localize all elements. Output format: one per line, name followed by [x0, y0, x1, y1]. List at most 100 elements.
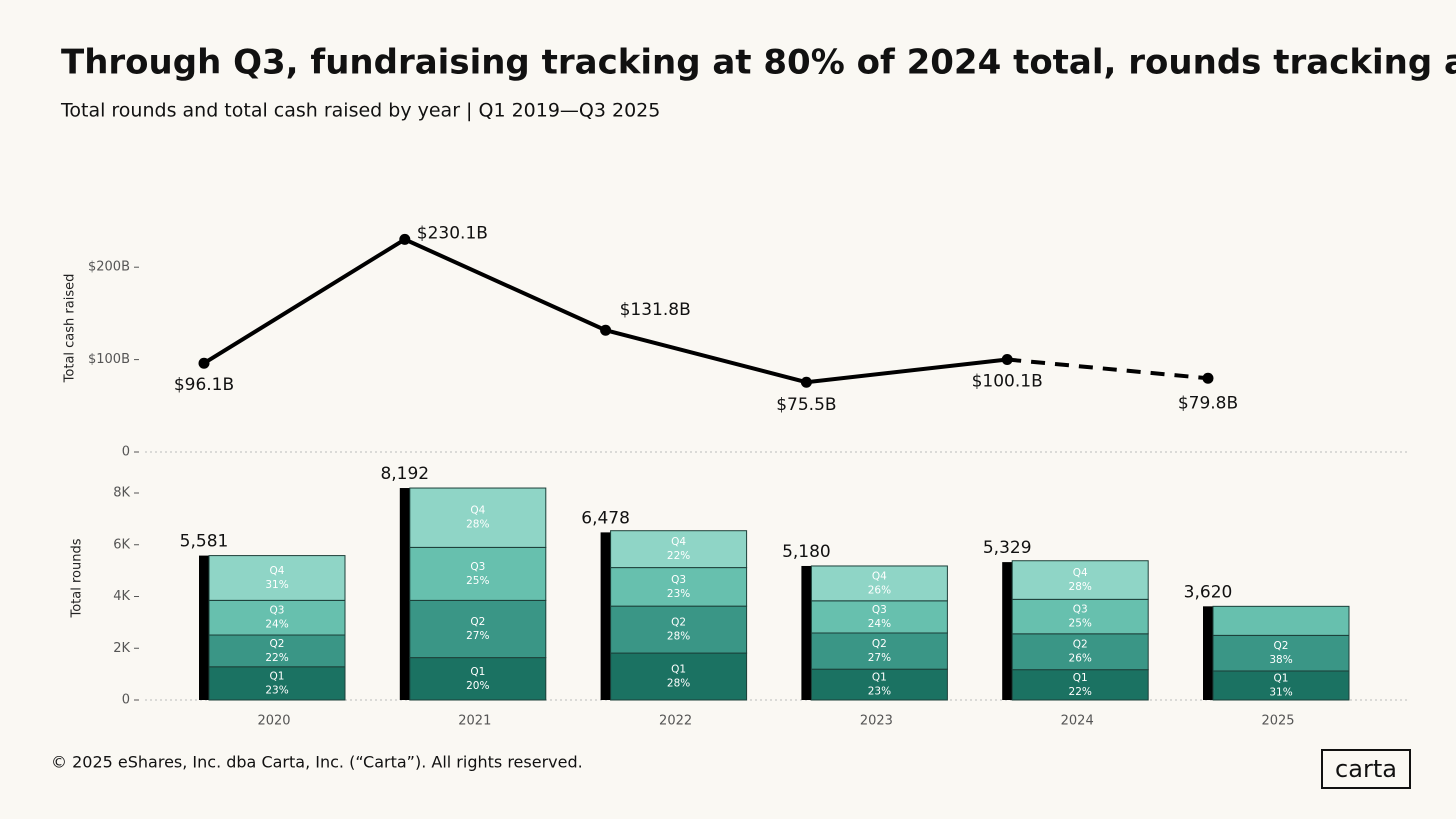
total-bar — [399, 488, 410, 700]
y-axis-label: Total cash raised — [63, 274, 78, 384]
bar-segment — [610, 652, 748, 701]
logo-box — [1321, 749, 1411, 789]
value-label: $75.5B — [776, 395, 836, 415]
logo: carta — [1335, 755, 1397, 783]
bar-segment — [810, 600, 948, 634]
subtitle: Total rounds and total cash raised by ye… — [60, 100, 660, 122]
segment-name: Q2 — [1274, 640, 1289, 652]
segment-name: Q3 — [1073, 604, 1088, 616]
x-tick-label: 2024 — [1061, 714, 1094, 729]
segment-name: Q1 — [671, 664, 686, 676]
segment-name: Q2 — [1073, 639, 1088, 651]
point — [800, 376, 812, 388]
point — [1202, 372, 1214, 384]
segment-label: 31% — [1269, 686, 1292, 698]
bar-segment — [208, 634, 346, 668]
bar-segment — [208, 555, 346, 601]
bar-segment — [810, 668, 948, 701]
segment-name: Q1 — [1073, 672, 1088, 684]
footer: © 2025 eShares, Inc. dba Carta, Inc. (“C… — [51, 753, 583, 772]
segment-name: Q2 — [671, 617, 686, 629]
segment-label: 28% — [466, 519, 489, 531]
segment-label: 27% — [466, 630, 489, 642]
segment-label: 27% — [868, 652, 891, 664]
segment-label: 23% — [667, 588, 690, 600]
bar-segment — [610, 567, 748, 607]
value-label: $96.1B — [174, 375, 234, 395]
segment-name: Q3 — [470, 561, 485, 573]
segment-name: Q1 — [470, 666, 485, 678]
bar-segment — [409, 599, 547, 659]
segment-label: 24% — [868, 618, 891, 630]
y-tick-label: 8K — [113, 486, 130, 501]
segment-label: 22% — [667, 550, 690, 562]
total-label: 8,192 — [380, 464, 429, 484]
segment-label: 31% — [265, 579, 288, 591]
segment-label: 25% — [466, 575, 489, 587]
segment-name: Q2 — [470, 616, 485, 628]
segment-label: 38% — [1269, 654, 1292, 666]
bar-segment — [810, 632, 948, 670]
y-tick-label: $200B — [88, 260, 130, 275]
total-bar — [199, 555, 209, 700]
title: Through Q3, fundraising tracking at 80% … — [61, 43, 1456, 83]
bar-segment — [810, 565, 948, 602]
segment-name: Q2 — [872, 638, 887, 650]
bar-segment — [409, 546, 547, 601]
bar-segment — [610, 530, 748, 569]
point — [399, 233, 411, 245]
total-bar — [1002, 562, 1013, 700]
total-label: 5,581 — [180, 532, 229, 552]
y-tick-label: 0 — [122, 693, 130, 708]
total-bar — [801, 565, 812, 700]
segment-label: 25% — [1069, 618, 1092, 630]
bar-segment — [1212, 634, 1350, 672]
segment-label: 28% — [667, 631, 690, 643]
value-label: $131.8B — [620, 300, 691, 320]
bar-segment — [1011, 669, 1149, 701]
point — [198, 357, 210, 369]
bar-segment — [409, 657, 547, 701]
segment-label: 28% — [1069, 581, 1092, 593]
value-label: $100.1B — [972, 372, 1043, 392]
y-tick-label: 2K — [113, 641, 130, 656]
segment-name: Q3 — [270, 605, 285, 617]
segment-name: Q1 — [872, 672, 887, 684]
y-tick-label: 4K — [113, 589, 130, 604]
x-tick-label: 2021 — [458, 714, 491, 729]
segment-label: 28% — [667, 678, 690, 690]
y-axis-label: Total rounds — [70, 538, 85, 618]
segment-label: 23% — [265, 684, 288, 696]
total-label: 3,620 — [1184, 582, 1233, 602]
bar-segment — [1011, 560, 1149, 600]
bar-segment — [1011, 633, 1149, 671]
bar-segment — [1212, 605, 1350, 636]
total-bar — [600, 532, 611, 700]
y-tick-label: $100B — [88, 352, 130, 367]
bar-segment — [1212, 670, 1350, 701]
x-tick-label: 2020 — [257, 714, 290, 729]
y-tick-label: 0 — [122, 445, 130, 460]
segment-name: Q2 — [270, 638, 285, 650]
segment-name: Q3 — [872, 604, 887, 616]
segment-label: 23% — [868, 686, 891, 698]
line-dashed — [1007, 357, 1209, 381]
segment-name: Q4 — [270, 565, 285, 577]
segment-label: 26% — [1069, 653, 1092, 665]
x-tick-label: 2022 — [659, 714, 692, 729]
bar-segment — [409, 487, 547, 548]
x-tick-label: 2025 — [1261, 714, 1294, 729]
segment-name: Q1 — [270, 670, 285, 682]
total-bar — [1203, 606, 1213, 700]
total-label: 5,180 — [782, 542, 831, 562]
segment-label: 20% — [466, 680, 489, 692]
y-tick-label: 6K — [113, 537, 130, 552]
bar-segment — [610, 605, 748, 654]
total-label: 5,329 — [983, 538, 1032, 558]
point — [600, 324, 612, 336]
value-label: $230.1B — [417, 223, 488, 243]
x-tick-label: 2023 — [860, 714, 893, 729]
bar-segment — [1011, 598, 1149, 635]
point — [1001, 354, 1013, 366]
